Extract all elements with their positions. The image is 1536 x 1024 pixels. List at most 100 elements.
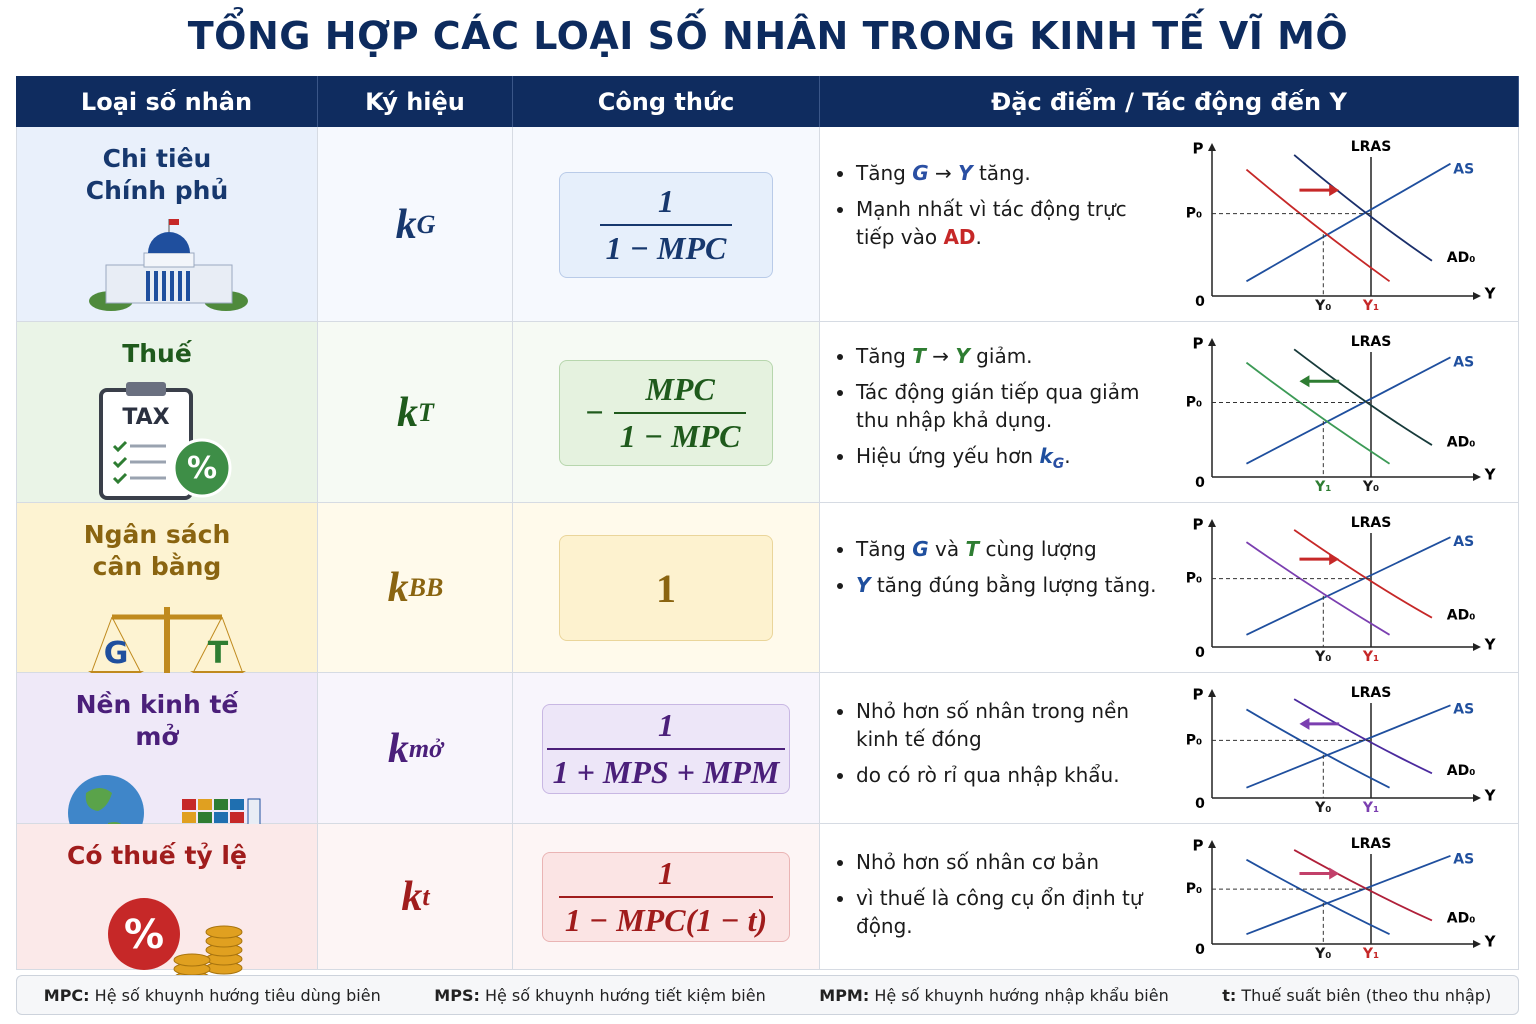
effect-text: . <box>975 225 982 249</box>
effect-text: Nhỏ hơn số nhân trong nền kinh tế đóng <box>856 699 1130 751</box>
icon-text: G <box>104 636 129 671</box>
icon-building <box>143 252 195 268</box>
name-line: Thuế <box>122 339 192 368</box>
effect-highlight: k <box>1039 444 1053 468</box>
formula-sign: − <box>585 394 604 430</box>
fraction: MPC 1 − MPC <box>613 371 747 455</box>
axis-label: 0 <box>1195 942 1205 958</box>
icon-container <box>230 799 244 810</box>
ad-as-graph: P Y 0 LRAS AS AD₀ P₀ Y₀ Y₁ <box>1186 685 1497 816</box>
formula-box: 1 1 + MPS + MPM <box>542 703 790 794</box>
as-curve <box>1246 536 1451 636</box>
icon-column <box>154 271 158 301</box>
effect-item: Nhỏ hơn số nhân cơ bản <box>856 848 1164 876</box>
shift-arrow-head <box>1299 375 1310 388</box>
column-header: Loại số nhân <box>16 76 318 127</box>
effect-list: Tăng T → Y giảm. Tác động gián tiếp qua g… <box>834 342 1164 478</box>
ad-curve <box>1245 361 1391 465</box>
ad-curve <box>1293 348 1433 446</box>
shift-arrow-head <box>1299 717 1310 730</box>
effect-text: vì thuế là công cụ ổn định tự động. <box>856 886 1143 938</box>
axis-label: Y <box>1484 466 1497 484</box>
axis-label: 0 <box>1195 645 1205 661</box>
table-cell <box>820 503 1519 673</box>
ad-as-graph: P Y 0 LRAS AS AD₀ P₀ Y₁ Y₀ <box>1186 334 1497 495</box>
effect-text: Nhỏ hơn số nhân cơ bản <box>856 850 1100 874</box>
footer-item: t: Thuế suất biên (theo thu nhập) <box>1222 986 1491 1005</box>
ad-curve <box>1246 858 1390 936</box>
symbol-base: k <box>395 201 417 248</box>
icon-badge <box>172 438 232 498</box>
formula-box: 1 1 − MPC <box>559 171 773 278</box>
icon-coin <box>205 925 243 939</box>
effect-text: tăng. <box>972 161 1031 185</box>
table-cell <box>318 673 513 824</box>
icon-dome <box>148 232 190 253</box>
axis-label: Y <box>1484 787 1497 805</box>
effect-item: Tác động gián tiếp qua giảm thu nhập khả… <box>856 378 1164 434</box>
p0-label: P₀ <box>1186 571 1202 587</box>
column-header: Đặc điểm / Tác động đến Y <box>820 76 1519 127</box>
lras-label: LRAS <box>1351 685 1392 701</box>
effect-item: Y tăng đúng bằng lượng tăng. <box>856 571 1164 599</box>
icon-coin <box>173 953 211 967</box>
ad-curve <box>1293 698 1433 775</box>
footer: MPC: Hệ số khuynh hướng tiêu dùng biên MP… <box>16 975 1519 1015</box>
effects: Tăng G và T cùng lượng Y tăng đúng bằng l… <box>834 535 1164 607</box>
symbol: k BB <box>318 503 513 673</box>
icon-building <box>105 264 233 304</box>
page-title: TỔNG HỢP CÁC LOẠI SỐ NHÂN TRONG KINH TẾ … <box>187 14 1349 58</box>
icon-string <box>91 616 113 672</box>
formula-box: 1 <box>559 535 773 641</box>
footer-item: MPS: Hệ số khuynh hướng tiết kiệm biên <box>434 986 765 1005</box>
ad-curve <box>1245 168 1391 283</box>
symbol-sub: t <box>422 882 430 911</box>
y-label: Y₀ <box>1314 649 1331 665</box>
table-cell <box>318 503 513 673</box>
fraction: 1 1 − MPC(1 − t) <box>558 855 774 939</box>
denominator: 1 − MPC(1 − t) <box>558 896 774 939</box>
symbol-sub: BB <box>408 573 444 602</box>
effects: Nhỏ hơn số nhân trong nền kinh tế đóng do… <box>834 697 1164 797</box>
ad-label: AD₀ <box>1447 763 1476 779</box>
symbol: k mở <box>318 673 513 824</box>
effect-text: tăng đúng bằng lượng tăng. <box>870 573 1157 597</box>
symbol-sub: mở <box>408 733 444 763</box>
ad-curve <box>1293 849 1433 922</box>
y-label: Y₁ <box>1362 649 1379 665</box>
icon-string <box>221 616 243 672</box>
icon-column <box>186 271 190 301</box>
icon-flag <box>169 219 179 225</box>
axis-arrow <box>1208 519 1481 651</box>
table-cell <box>318 824 513 970</box>
axis-label: 0 <box>1195 796 1205 812</box>
numerator: 1 <box>658 706 674 743</box>
symbol-base: k <box>387 565 409 611</box>
as-label: AS <box>1453 162 1474 178</box>
footer-term: t: <box>1222 985 1237 1005</box>
icon-text: T <box>208 636 229 671</box>
shift-arrow-head <box>1329 867 1340 880</box>
icon-badge <box>108 898 180 970</box>
ad-curve <box>1245 708 1390 789</box>
footer-desc: Thuế suất biên (theo thu nhập) <box>1241 985 1492 1005</box>
denominator: 1 − MPC <box>613 411 747 455</box>
effect-text: . <box>1064 444 1071 468</box>
multiplier-name: Chi tiêu Chính phủ <box>16 143 298 207</box>
axis-label: 0 <box>1195 475 1205 491</box>
footer-desc: Hệ số khuynh hướng tiết kiệm biên <box>484 985 766 1005</box>
as-curve <box>1246 162 1451 283</box>
effect-text: giảm. <box>969 344 1033 368</box>
y-label: Y₁ <box>1314 479 1331 495</box>
icon-container <box>198 812 212 823</box>
ad-as-graph: P Y 0 LRAS AS AD₀ P₀ Y₀ Y₁ <box>1186 515 1497 665</box>
footer-desc: Hệ số khuynh hướng nhập khẩu biên <box>874 985 1169 1005</box>
effect-highlight: Y <box>958 161 973 185</box>
formula-box: 1 1 − MPC(1 − t) <box>542 852 790 942</box>
effect-list: Tăng G và T cùng lượng Y tăng đúng bằng l… <box>834 535 1164 599</box>
icon-text: TAX <box>122 405 169 430</box>
denominator: 1 + MPS + MPM <box>546 747 786 791</box>
